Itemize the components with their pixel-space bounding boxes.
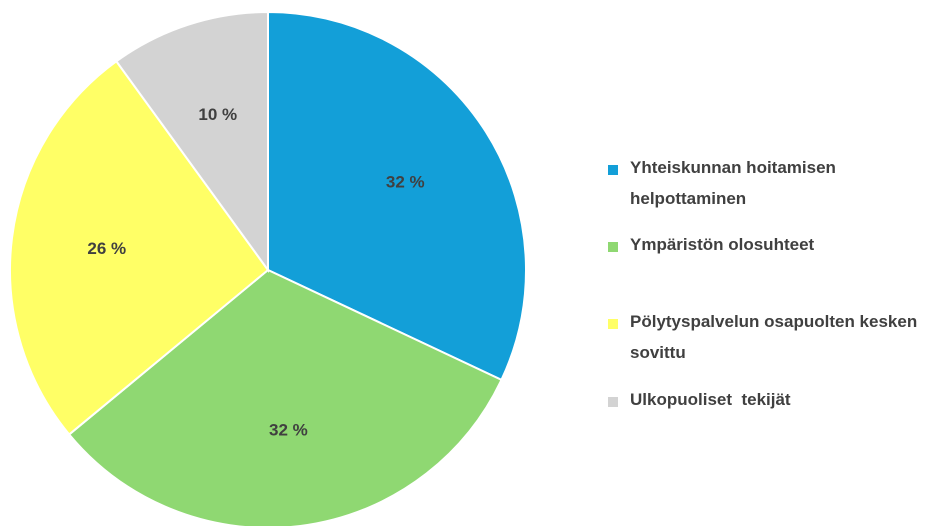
legend-swatch xyxy=(608,242,618,252)
legend-swatch xyxy=(608,397,618,407)
data-label: 32 % xyxy=(386,172,425,191)
data-label: 10 % xyxy=(198,105,237,124)
pie-slice xyxy=(9,59,270,436)
legend-item: Pölytyspalvelun osapuolten kesken sovitt… xyxy=(608,312,930,368)
legend-swatch xyxy=(608,319,618,329)
data-label: 26 % xyxy=(87,239,126,258)
legend-item: Yhteiskunnan hoitamisen helpottaminen xyxy=(608,158,930,214)
pie-slice xyxy=(267,10,527,382)
legend-swatch xyxy=(608,165,618,175)
legend-label: Pölytyspalvelun osapuolten kesken sovitt… xyxy=(630,312,922,362)
legend-label: Ympäristön olosuhteet xyxy=(630,235,815,254)
legend-label: Yhteiskunnan hoitamisen helpottaminen xyxy=(630,158,841,208)
data-label: 32 % xyxy=(269,421,308,440)
chart: 32 % 32 % 26 % 10 % xyxy=(9,10,527,526)
legend-item: Ympäristön olosuhteet xyxy=(608,235,930,260)
pie-slice xyxy=(114,10,269,274)
legend-label: Ulkopuoliset tekijät xyxy=(630,390,791,409)
legend-item: Ulkopuoliset tekijät xyxy=(608,390,930,415)
